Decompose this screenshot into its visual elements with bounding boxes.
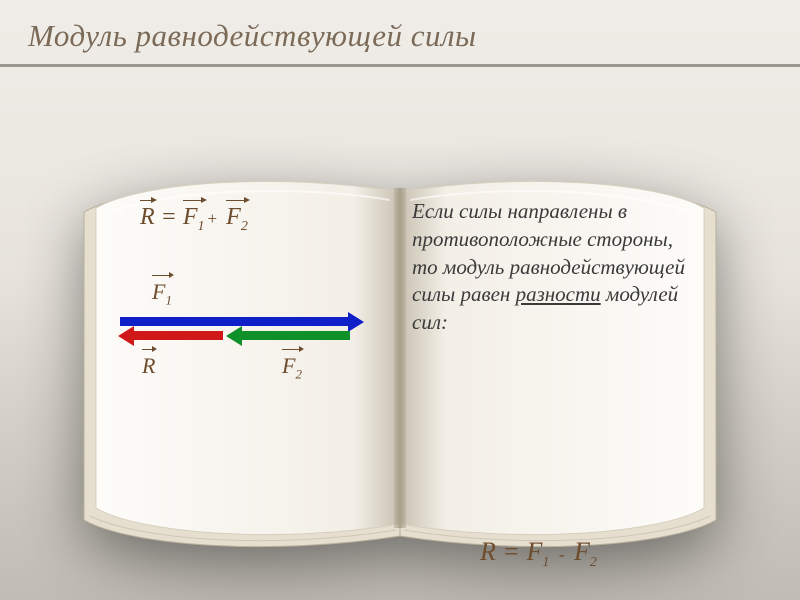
label-F1: F1: [152, 279, 172, 308]
arrow-R: [134, 331, 223, 340]
open-book: R = F1+ F2 F1 R: [70, 168, 730, 548]
formula-sum: R = F1+ F2: [140, 204, 400, 235]
arrow-F1-head: [348, 312, 364, 332]
label-R: R: [142, 353, 155, 379]
page-title: Модуль равнодействующей силы: [28, 18, 772, 54]
formula-diff: R: [462, 533, 477, 560]
arrow-F2-head: [226, 326, 242, 346]
arrow-R-head: [118, 326, 134, 346]
arrow-F1: [120, 317, 350, 326]
vector-F1: F1: [183, 204, 205, 235]
label-F2: F2: [282, 353, 302, 382]
vector-F2: F2: [226, 204, 248, 235]
force-diagram: F1 R F2: [110, 281, 370, 401]
title-bar: Модуль равнодействующей силы: [0, 0, 800, 67]
vector-R: R: [140, 204, 155, 231]
left-page: R = F1+ F2 F1 R: [110, 198, 400, 518]
description-text: Если силы направлены в противоположные с…: [412, 198, 702, 337]
right-page: Если силы направлены в противоположные с…: [412, 198, 702, 518]
stage: R = F1+ F2 F1 R: [0, 67, 800, 587]
arrow-F2: [242, 331, 350, 340]
formula-difference: R = F1 - F2: [480, 537, 597, 571]
